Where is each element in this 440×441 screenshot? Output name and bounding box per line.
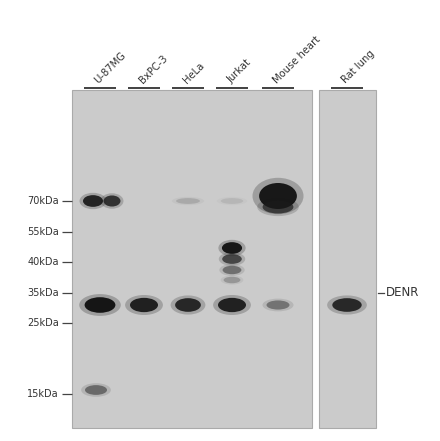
Text: 35kDa: 35kDa [27,288,59,298]
Text: 25kDa: 25kDa [27,318,59,328]
Text: 55kDa: 55kDa [27,227,59,237]
Ellipse shape [171,295,205,314]
Ellipse shape [253,178,304,214]
Ellipse shape [220,276,243,284]
Ellipse shape [259,183,297,209]
Bar [319,90,376,428]
Ellipse shape [80,193,106,209]
Ellipse shape [100,193,124,209]
Ellipse shape [222,254,242,264]
Ellipse shape [79,294,121,316]
Text: Mouse heart: Mouse heart [271,34,322,85]
Ellipse shape [218,240,246,256]
Ellipse shape [130,298,158,312]
Text: HeLa: HeLa [181,60,206,85]
Ellipse shape [218,298,246,312]
Ellipse shape [172,197,204,205]
Text: Rat lung: Rat lung [340,49,377,85]
Ellipse shape [83,195,103,207]
Text: U-87MG: U-87MG [93,50,128,85]
Ellipse shape [332,298,362,312]
Ellipse shape [223,266,242,274]
Ellipse shape [263,299,293,311]
Ellipse shape [263,201,293,213]
Ellipse shape [221,198,243,204]
Bar [72,90,312,428]
Ellipse shape [175,298,201,312]
Ellipse shape [213,295,251,315]
Ellipse shape [81,383,111,397]
Ellipse shape [219,252,245,266]
Ellipse shape [222,242,242,254]
Ellipse shape [219,264,245,276]
Ellipse shape [85,385,107,395]
Ellipse shape [257,198,299,216]
Ellipse shape [224,277,240,283]
Ellipse shape [176,198,200,204]
Text: BxPC-3: BxPC-3 [137,53,169,85]
Ellipse shape [125,295,163,315]
Ellipse shape [267,300,290,310]
Text: 15kDa: 15kDa [27,389,59,399]
Ellipse shape [103,195,121,206]
Text: 40kDa: 40kDa [27,257,59,267]
Text: 70kDa: 70kDa [27,196,59,206]
Ellipse shape [327,295,367,314]
Text: DENR: DENR [386,287,419,299]
Text: Jurkat: Jurkat [225,57,253,85]
Ellipse shape [84,297,115,313]
Ellipse shape [217,197,247,205]
